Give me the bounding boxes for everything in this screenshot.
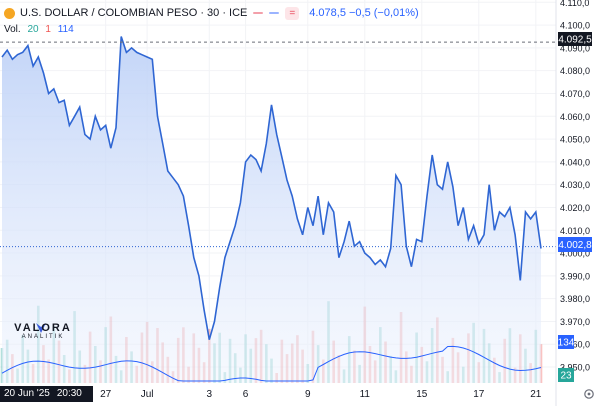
gear-icon[interactable]	[584, 389, 594, 399]
chart-title[interactable]: U.S. DOLLAR / COLOMBIAN PESO · 30 · ICE	[20, 7, 248, 19]
volume-value-1: 20	[27, 24, 39, 35]
y-tick-label: 4.020,0	[560, 203, 590, 213]
x-tick-label: 3	[207, 389, 213, 400]
y-tick-label: 3.960,0	[560, 340, 590, 350]
volume-value-3: 114	[57, 24, 74, 35]
x-tick-label: 11	[360, 389, 371, 400]
y-tick-label: 4.110,0	[560, 0, 589, 8]
x-tick-label: 6	[243, 389, 249, 400]
volume-badge-b-text: 23	[560, 371, 572, 382]
y-tick-label: 4.000,0	[560, 249, 590, 259]
y-tick-label: 4.090,0	[560, 43, 590, 53]
x-tick-label: 21	[530, 389, 542, 400]
x-tick-label: 27	[100, 389, 112, 400]
last-price-badge: 4.002,8	[558, 237, 592, 252]
crosshair-time-badge: 20 Jun '25 20:30	[0, 386, 93, 402]
crosshair-time: 20:30	[56, 388, 82, 399]
volume-badge-a-text: 134	[558, 338, 575, 349]
y-tick-label: 4.010,0	[560, 226, 590, 236]
compare-chip[interactable]: =	[285, 6, 300, 20]
volume-legend-label: Vol.	[4, 24, 21, 35]
x-tick-label: 9	[305, 389, 311, 400]
brand-subtitle: ANALITIK	[21, 334, 65, 340]
y-tick-label: 3.950,0	[560, 363, 590, 373]
x-tick-label: 15	[416, 389, 428, 400]
y-tick-label: 4.060,0	[560, 112, 590, 122]
volume-value-2: 1	[45, 24, 51, 35]
y-tick-label: 3.990,0	[560, 271, 590, 281]
x-tick-label: Jul	[141, 389, 154, 400]
volume-badge-b: 23	[558, 368, 574, 382]
y-tick-label: 4.080,0	[560, 66, 590, 76]
volume-badge-a: 134	[558, 335, 575, 349]
volume-ma-line	[1, 345, 542, 382]
crosshair-price-label: 4.092,5	[558, 32, 592, 46]
volume-legend: Vol. 20 1 114	[4, 24, 74, 35]
crosshair-price-text: 4.092,5	[558, 35, 592, 46]
y-tick-label: 3.970,0	[560, 317, 590, 327]
crosshair-date: 20 Jun '25	[4, 388, 50, 399]
y-tick-label: 4.070,0	[560, 89, 590, 99]
price-axis[interactable]: 4.110,0 4.100,0 4.090,0 4.080,0 4.070,0 4.060…	[560, 0, 590, 373]
buy-chip[interactable]	[269, 12, 280, 14]
y-tick-label: 3.980,0	[560, 294, 590, 304]
y-tick-label: 4.100,0	[560, 21, 590, 31]
last-price-text: 4.002,8	[558, 240, 592, 251]
symbol-logo	[4, 7, 15, 19]
y-tick-label: 4.030,0	[560, 180, 590, 190]
watermark-brand: VALORA ANALITIK	[6, 322, 80, 340]
quote-readout: 4.078,5 −0,5 (−0,01%)	[309, 7, 419, 19]
y-tick-label: 4.040,0	[560, 157, 590, 167]
price-line	[1, 36, 542, 340]
price-area	[2, 36, 541, 383]
x-tick-label: 17	[473, 389, 485, 400]
sell-chip[interactable]	[253, 12, 264, 14]
valora-logo-mark	[36, 323, 46, 333]
time-axis[interactable]: 27 Jul 3 6 9 11 15 17 21	[100, 389, 542, 400]
y-tick-label: 4.050,0	[560, 135, 590, 145]
chart-header: U.S. DOLLAR / COLOMBIAN PESO · 30 · ICE …	[4, 5, 419, 21]
brand-name: VALORA	[14, 322, 72, 334]
